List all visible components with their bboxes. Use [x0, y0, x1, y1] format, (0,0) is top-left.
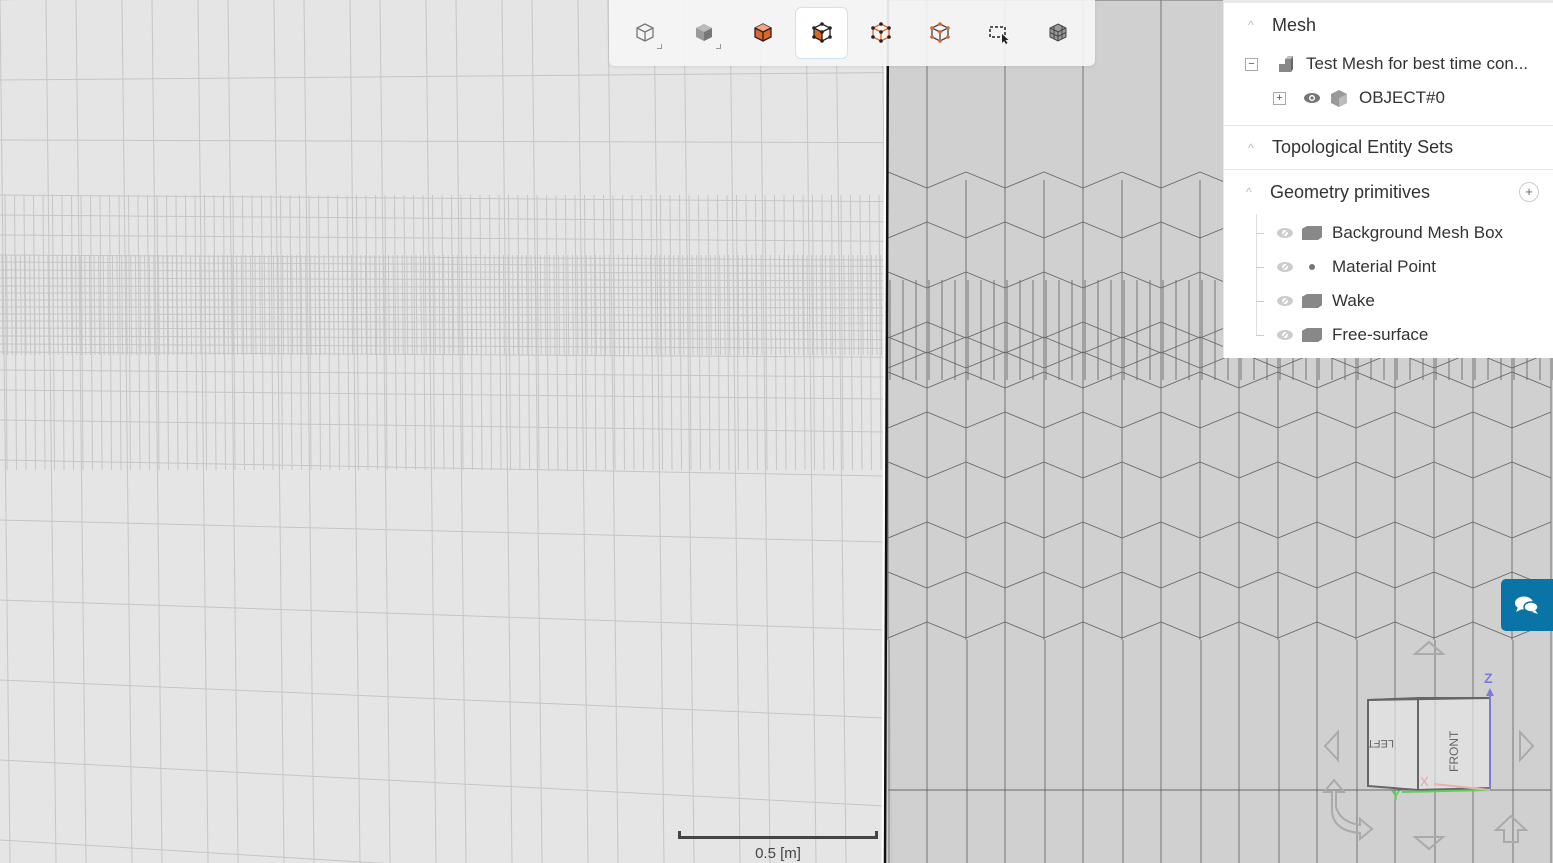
eye-icon[interactable] — [1303, 92, 1321, 104]
mesh-icon — [1279, 56, 1293, 72]
select-nodes-button[interactable] — [913, 7, 966, 59]
expand-icon[interactable]: + — [1273, 91, 1286, 105]
rotate-right-icon[interactable] — [1519, 729, 1535, 763]
cut-plane-divider — [883, 0, 890, 863]
dropdown-corner-icon — [716, 44, 721, 49]
mesh-view-button[interactable] — [1031, 7, 1084, 59]
cube-face-left[interactable]: LEFT — [1367, 737, 1394, 749]
box-select-button[interactable] — [972, 7, 1025, 59]
rotate-around-icon[interactable] — [1321, 778, 1374, 842]
topological-entity-sets-header[interactable]: ^ Topological Entity Sets — [1224, 126, 1553, 170]
tree-item-primitive[interactable]: Wake — [1224, 284, 1553, 318]
collapse-icon[interactable]: − — [1245, 57, 1258, 71]
point-icon — [1309, 264, 1315, 270]
cube-solid-icon — [695, 24, 712, 41]
eye-hidden-icon[interactable] — [1276, 329, 1294, 341]
mesh-cube-icon — [1049, 23, 1066, 42]
cube-nodes-icon — [929, 22, 950, 43]
tree-item-mesh[interactable]: − Test Mesh for best time con... — [1224, 47, 1553, 81]
chevron-up-icon: ^ — [1248, 140, 1254, 155]
eye-hidden-icon[interactable] — [1276, 295, 1294, 307]
select-volumes-button[interactable] — [736, 7, 789, 59]
chevron-up-icon: ^ — [1246, 185, 1252, 199]
tree-item-primitive[interactable]: Background Mesh Box — [1224, 216, 1553, 250]
rotate-up-icon[interactable] — [1412, 640, 1446, 655]
chat-icon — [1515, 596, 1539, 614]
scale-bar: 0.5 [m] — [678, 831, 878, 862]
eye-hidden-icon[interactable] — [1276, 227, 1294, 239]
wireframe-view-button[interactable] — [618, 7, 671, 59]
home-icon[interactable] — [1493, 814, 1529, 843]
rotate-left-icon[interactable] — [1323, 729, 1339, 763]
box-icon — [1302, 328, 1322, 342]
cube-face-icon — [811, 22, 832, 43]
tree-item-primitive[interactable]: Free-surface — [1224, 318, 1553, 352]
box-select-icon — [988, 26, 1008, 44]
tree-panel: ^ Mesh − Test Mesh for best time con... +… — [1223, 0, 1553, 358]
axis-z-label: Z — [1484, 670, 1493, 686]
cube-icon — [1331, 90, 1347, 107]
select-faces-button[interactable] — [795, 7, 848, 59]
mesh-header[interactable]: ^ Mesh — [1248, 14, 1317, 35]
dropdown-corner-icon — [657, 44, 662, 49]
mesh-section: ^ Mesh − Test Mesh for best time con... +… — [1224, 3, 1553, 126]
cube-face-front[interactable]: FRONT — [1447, 730, 1461, 772]
view-cube-navigator[interactable]: LEFT FRONT Z Y X — [1310, 630, 1553, 863]
box-icon — [1302, 226, 1322, 240]
geometry-list: Background Mesh Box Material Point Wake Fre… — [1224, 214, 1553, 352]
scale-label: 0.5 [m] — [755, 845, 801, 862]
eye-hidden-icon[interactable] — [1276, 261, 1294, 273]
select-edges-button[interactable] — [854, 7, 907, 59]
tree-item-primitive[interactable]: Material Point — [1224, 250, 1553, 284]
chevron-up-icon: ^ — [1248, 18, 1254, 32]
chat-button[interactable] — [1501, 579, 1553, 631]
view-toolbar — [609, 0, 1095, 66]
cube-orange-solid-icon — [753, 23, 772, 42]
solid-view-button[interactable] — [677, 7, 730, 59]
axis-y-label: Y — [1391, 787, 1401, 803]
geometry-primitives-header[interactable]: ^ Geometry primitives + — [1224, 170, 1553, 214]
rotate-down-icon[interactable] — [1412, 836, 1446, 851]
box-icon — [1302, 294, 1322, 308]
tree-item-object[interactable]: + OBJECT#0 — [1224, 81, 1553, 115]
add-primitive-button[interactable]: + — [1519, 182, 1539, 202]
cube-outline-icon — [635, 23, 654, 42]
cube-edges-icon — [870, 22, 891, 43]
axis-x-label: X — [1420, 774, 1429, 789]
